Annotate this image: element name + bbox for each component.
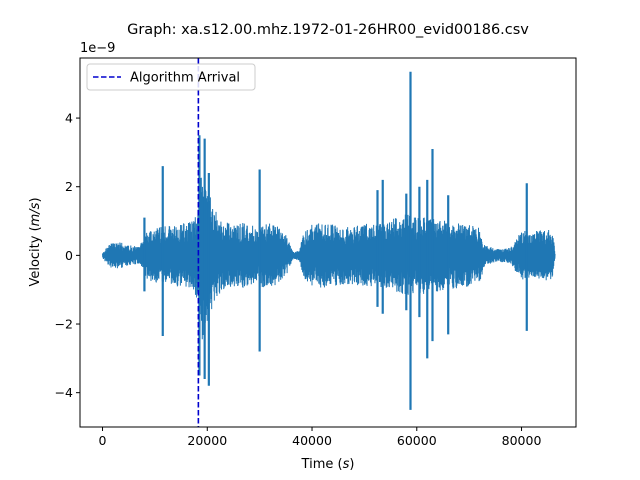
- legend-box: [86, 63, 256, 91]
- waveform-group: [102, 71, 556, 410]
- y-tick-label: −4: [55, 385, 73, 400]
- y-axis-ticks: −4 −2 0 2 4: [55, 111, 80, 400]
- y-axis-label-unit: m/s: [28, 202, 43, 226]
- x-axis-ticks: 0 20000 40000 60000 80000: [99, 427, 542, 448]
- y-tick-label: 2: [65, 179, 73, 194]
- legend: Algorithm Arrival: [86, 63, 256, 91]
- y-tick-label: 0: [65, 248, 73, 263]
- x-tick-label: 80000: [502, 433, 542, 448]
- spikes-group: [143, 71, 528, 410]
- x-tick-label: 60000: [397, 433, 437, 448]
- y-axis-label-prefix: Velocity (: [28, 226, 43, 286]
- x-axis-label-suffix: ): [349, 457, 354, 472]
- x-tick-label: 40000: [292, 433, 332, 448]
- plot-frame: [79, 57, 577, 428]
- y-axis-label-suffix: ): [28, 197, 43, 202]
- y-axis-label: Velocity (m/s): [28, 197, 43, 286]
- y-tick-label: −2: [55, 317, 73, 332]
- x-tick-label: 20000: [187, 433, 227, 448]
- legend-arrival-label: Algorithm Arrival: [130, 71, 240, 86]
- x-axis-label-unit: s: [343, 457, 350, 472]
- velocity-series-line: [102, 177, 556, 340]
- chart-title: Graph: xa.s12.00.mhz.1972-01-26HR00_evid…: [127, 22, 529, 38]
- x-axis-label-prefix: Time (: [301, 457, 343, 472]
- y-tick-label: 4: [65, 111, 73, 126]
- y-offset-text: 1e−9: [80, 41, 115, 56]
- x-axis-label: Time (s): [301, 457, 355, 472]
- x-tick-label: 0: [99, 433, 107, 448]
